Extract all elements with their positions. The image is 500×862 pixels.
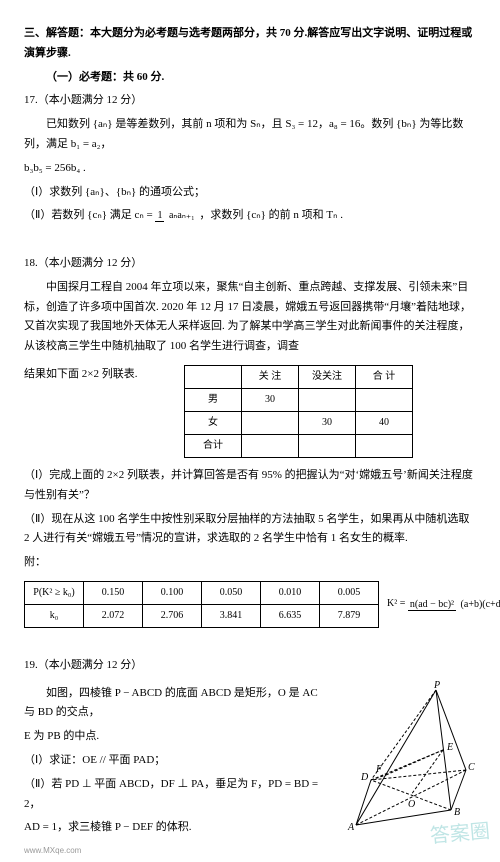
edge-bc xyxy=(451,770,466,810)
edge-da xyxy=(356,780,371,825)
table-cell: 0.100 xyxy=(143,581,202,604)
table-cell xyxy=(242,411,299,434)
table-cell: 女 xyxy=(185,411,242,434)
pyramid-diagram: P A B C D E F O xyxy=(336,680,476,830)
table-cell xyxy=(356,388,413,411)
table-row: 男 30 xyxy=(185,388,413,411)
label-f: F xyxy=(375,764,383,775)
table-cell: 男 xyxy=(185,388,242,411)
q18-appendix-label: 附： xyxy=(24,553,476,573)
q17-fraction: 1 aₙaₙ₊₁ xyxy=(155,210,196,221)
q18-points: 18.（本小题满分 12 分） xyxy=(24,254,476,274)
subsection-title: （一）必考题：共 60 分. xyxy=(24,68,476,88)
table-row: P(K² ≥ k₀) 0.150 0.100 0.050 0.010 0.005 xyxy=(25,581,379,604)
table-cell: 0.150 xyxy=(84,581,143,604)
label-d: D xyxy=(360,772,369,783)
label-b: B xyxy=(454,807,460,818)
table-cell: k₀ xyxy=(25,604,84,627)
label-o: O xyxy=(408,799,415,810)
table-cell: 合 计 xyxy=(356,365,413,388)
q17-frac-num: 1 xyxy=(155,210,164,222)
q18-p-table: P(K² ≥ k₀) 0.150 0.100 0.050 0.010 0.005… xyxy=(24,581,379,628)
formula-num: n(ad − bc)² xyxy=(408,599,456,611)
table-row: 女 30 40 xyxy=(185,411,413,434)
q17-stem-a: 已知数列 {aₙ} 是等差数列，其前 n 项和为 Sₙ，且 S₃ = 12，a₈… xyxy=(24,115,476,155)
label-c: C xyxy=(468,762,475,773)
q19-stem1: 如图，四棱锥 P − ABCD 的底面 ABCD 是矩形，O 是 AC 与 BD… xyxy=(24,684,326,724)
table-cell: 2.072 xyxy=(84,604,143,627)
q19-part2a: （Ⅱ）若 PD ⊥ 平面 ABCD，DF ⊥ PA，垂足为 F，PD = BD … xyxy=(24,775,326,815)
q18-stem: 中国探月工程自 2004 年立项以来，聚焦“自主创新、重点跨越、支撑发展、引领未… xyxy=(24,278,476,357)
table-cell: 40 xyxy=(356,411,413,434)
q19-part2b: AD = 1，求三棱锥 P − DEF 的体积. xyxy=(24,818,326,838)
formula-lhs: K² = xyxy=(387,598,408,609)
q18-part2: （Ⅱ）现在从这 100 名学生中按性别采取分层抽样的方法抽取 5 名学生，如果再… xyxy=(24,510,476,550)
table-cell xyxy=(356,434,413,457)
table-cell: 没关注 xyxy=(299,365,356,388)
table-cell: 6.635 xyxy=(261,604,320,627)
q17-part2: （Ⅱ）若数列 {cₙ} 满足 cₙ = 1 aₙaₙ₊₁ ，求数列 {cₙ} 的… xyxy=(24,206,476,226)
q18-part1: （Ⅰ）完成上面的 2×2 列联表，并计算回答是否有 95% 的把握认为“对‘嫦娥… xyxy=(24,466,476,506)
formula-fraction: n(ad − bc)² (a+b)(c+d)(a+c)(b+d) xyxy=(408,599,500,610)
table-cell xyxy=(185,365,242,388)
section-title: 三、解答题：本大题分为必考题与选考题两部分，共 70 分.解答应写出文字说明、证… xyxy=(24,24,476,64)
table-cell: 0.010 xyxy=(261,581,320,604)
q17-frac-den: aₙaₙ₊₁ xyxy=(167,210,197,221)
table-row: 关 注 没关注 合 计 xyxy=(185,365,413,388)
table-cell: P(K² ≥ k₀) xyxy=(25,581,84,604)
label-p: P xyxy=(433,680,440,691)
table-cell: 0.005 xyxy=(320,581,379,604)
q19-points: 19.（本小题满分 12 分） xyxy=(24,656,476,676)
table-row: 合计 xyxy=(185,434,413,457)
table-cell: 关 注 xyxy=(242,365,299,388)
table-row: k₀ 2.072 2.706 3.841 6.635 7.879 xyxy=(25,604,379,627)
q17-part2-b: ，求数列 {cₙ} 的前 n 项和 Tₙ . xyxy=(199,209,343,221)
q19-part1: （Ⅰ）求证：OE // 平面 PAD； xyxy=(24,751,326,771)
formula-den: (a+b)(c+d)(a+c)(b+d) xyxy=(459,599,500,610)
q17-part1: （Ⅰ）求数列 {aₙ}、{bₙ} 的通项公式； xyxy=(24,183,476,203)
q18-formula: K² = n(ad − bc)² (a+b)(c+d)(a+c)(b+d) , … xyxy=(387,595,500,613)
q19-stem2: E 为 PB 的中点. xyxy=(24,727,326,747)
label-e: E xyxy=(446,742,453,753)
table-cell: 3.841 xyxy=(202,604,261,627)
table-cell: 30 xyxy=(299,411,356,434)
table-cell: 2.706 xyxy=(143,604,202,627)
q17-part2-a: （Ⅱ）若数列 {cₙ} 满足 cₙ = xyxy=(24,209,155,221)
q18-stem-tail: 结果如下面 2×2 列联表. xyxy=(24,365,174,385)
q18-contingency-table: 关 注 没关注 合 计 男 30 女 30 40 合计 xyxy=(184,365,413,458)
label-a: A xyxy=(347,822,355,830)
table-cell xyxy=(299,434,356,457)
table-cell: 7.879 xyxy=(320,604,379,627)
table-cell: 0.050 xyxy=(202,581,261,604)
q17-stem-b: b₃b₅ = 256b₄ . xyxy=(24,159,476,179)
table-cell xyxy=(242,434,299,457)
q17-points: 17.（本小题满分 12 分） xyxy=(24,91,476,111)
table-cell: 合计 xyxy=(185,434,242,457)
footer-url: www.MXqe.com xyxy=(24,844,81,858)
table-cell: 30 xyxy=(242,388,299,411)
table-cell xyxy=(299,388,356,411)
